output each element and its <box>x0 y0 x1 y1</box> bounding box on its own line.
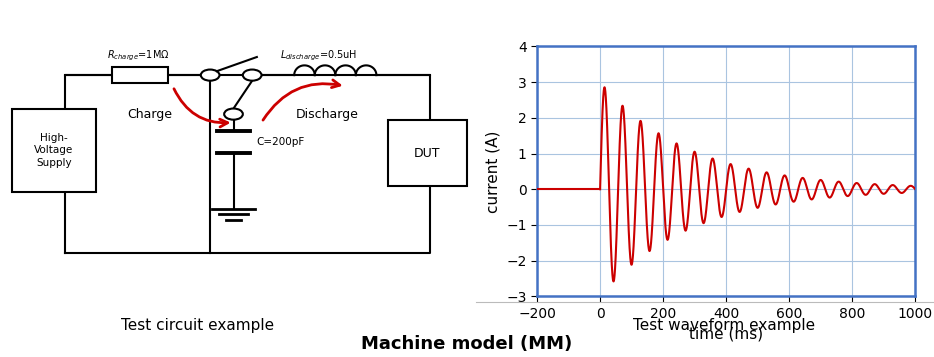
Bar <box>11 109 96 192</box>
FancyArrowPatch shape <box>174 89 228 127</box>
Text: Discharge: Discharge <box>295 107 359 121</box>
FancyArrowPatch shape <box>263 80 340 120</box>
Bar <box>112 67 168 84</box>
Text: DUT: DUT <box>414 147 441 160</box>
X-axis label: time (ms): time (ms) <box>689 326 763 341</box>
Circle shape <box>243 70 262 81</box>
Circle shape <box>224 109 243 120</box>
Text: Test waveform example: Test waveform example <box>633 318 814 333</box>
Text: Machine model (MM): Machine model (MM) <box>361 336 573 353</box>
Text: $R_{charge}$=1MΩ: $R_{charge}$=1MΩ <box>107 48 170 62</box>
Text: Test circuit example: Test circuit example <box>121 318 275 333</box>
Text: $L_{discharge}$=0.5uH: $L_{discharge}$=0.5uH <box>280 48 358 62</box>
Circle shape <box>201 70 219 81</box>
Y-axis label: current (A): current (A) <box>486 130 501 212</box>
Text: High-
Voltage
Supply: High- Voltage Supply <box>34 133 74 168</box>
Bar <box>388 120 467 186</box>
Text: C=200pF: C=200pF <box>257 137 305 147</box>
Text: Charge: Charge <box>127 107 172 121</box>
